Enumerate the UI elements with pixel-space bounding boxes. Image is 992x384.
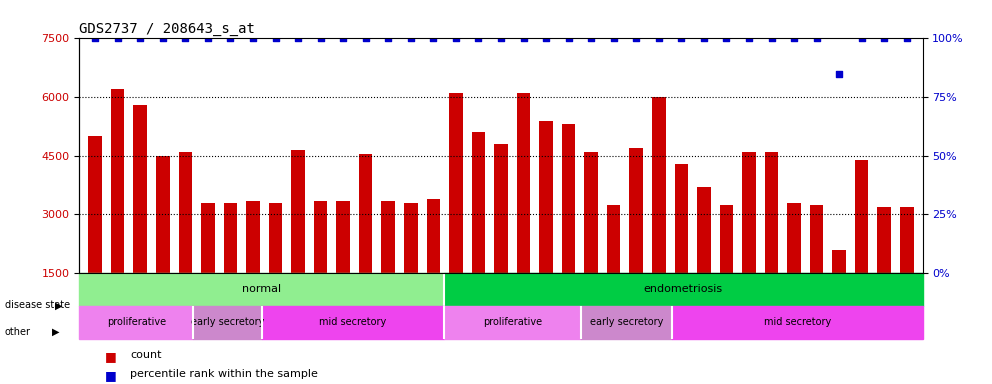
Text: other: other: [5, 327, 31, 337]
Bar: [179, 152, 192, 273]
Point: [538, 35, 554, 41]
Bar: [652, 97, 666, 273]
Point: [222, 35, 238, 41]
Point: [268, 35, 284, 41]
Bar: [246, 201, 260, 273]
Point: [899, 35, 915, 41]
Point: [651, 35, 667, 41]
Point: [854, 35, 870, 41]
Bar: [444, 273, 923, 306]
Text: GDS2737 / 208643_s_at: GDS2737 / 208643_s_at: [79, 22, 255, 36]
Bar: [809, 205, 823, 273]
Text: early secretory: early secretory: [589, 317, 663, 327]
Bar: [79, 306, 193, 339]
Bar: [630, 148, 643, 273]
Point: [312, 35, 328, 41]
Point: [200, 35, 216, 41]
Bar: [765, 152, 779, 273]
Point: [876, 35, 892, 41]
Bar: [269, 203, 283, 273]
Bar: [742, 152, 756, 273]
Point: [335, 35, 351, 41]
Bar: [788, 203, 801, 273]
Point: [448, 35, 464, 41]
Text: mid secretory: mid secretory: [319, 317, 387, 327]
Point: [764, 35, 780, 41]
Point: [628, 35, 644, 41]
Text: ■: ■: [105, 369, 116, 382]
Text: proliferative: proliferative: [107, 317, 166, 327]
Point: [718, 35, 734, 41]
Bar: [697, 187, 710, 273]
Bar: [336, 201, 350, 273]
Point: [245, 35, 261, 41]
Point: [808, 35, 824, 41]
Bar: [201, 203, 214, 273]
Bar: [134, 105, 147, 273]
Point: [741, 35, 757, 41]
Text: proliferative: proliferative: [483, 317, 542, 327]
Bar: [79, 273, 444, 306]
Point: [493, 35, 509, 41]
Bar: [313, 201, 327, 273]
Bar: [878, 207, 891, 273]
Bar: [444, 306, 580, 339]
Point: [831, 71, 847, 77]
Point: [516, 35, 532, 41]
Point: [560, 35, 576, 41]
Bar: [427, 199, 440, 273]
Text: ■: ■: [105, 350, 116, 363]
Bar: [580, 306, 672, 339]
Bar: [111, 89, 124, 273]
Bar: [382, 201, 395, 273]
Point: [358, 35, 374, 41]
Bar: [223, 203, 237, 273]
Bar: [494, 144, 508, 273]
Text: early secretory: early secretory: [190, 317, 264, 327]
Point: [696, 35, 712, 41]
Point: [426, 35, 441, 41]
Bar: [517, 93, 531, 273]
Point: [674, 35, 689, 41]
Point: [470, 35, 486, 41]
Bar: [262, 306, 444, 339]
Point: [178, 35, 193, 41]
Bar: [404, 203, 418, 273]
Bar: [471, 132, 485, 273]
Text: mid secretory: mid secretory: [764, 317, 831, 327]
Point: [87, 35, 103, 41]
Point: [606, 35, 622, 41]
Bar: [193, 306, 262, 339]
Bar: [900, 207, 914, 273]
Bar: [359, 154, 372, 273]
Point: [380, 35, 396, 41]
Bar: [292, 150, 305, 273]
Bar: [607, 205, 620, 273]
Point: [155, 35, 171, 41]
Point: [583, 35, 599, 41]
Text: endometriosis: endometriosis: [644, 285, 723, 295]
Text: ▶: ▶: [52, 327, 60, 337]
Text: normal: normal: [242, 285, 282, 295]
Bar: [855, 160, 868, 273]
Bar: [449, 93, 462, 273]
Point: [132, 35, 148, 41]
Bar: [88, 136, 102, 273]
Bar: [156, 156, 170, 273]
Text: count: count: [130, 350, 162, 360]
Text: ▶: ▶: [55, 300, 62, 310]
Bar: [561, 124, 575, 273]
Bar: [675, 164, 688, 273]
Bar: [584, 152, 598, 273]
Point: [110, 35, 126, 41]
Point: [403, 35, 419, 41]
Text: disease state: disease state: [5, 300, 70, 310]
Point: [786, 35, 802, 41]
Bar: [832, 250, 846, 273]
Point: [290, 35, 306, 41]
Bar: [672, 306, 923, 339]
Bar: [719, 205, 733, 273]
Text: percentile rank within the sample: percentile rank within the sample: [130, 369, 317, 379]
Bar: [540, 121, 553, 273]
